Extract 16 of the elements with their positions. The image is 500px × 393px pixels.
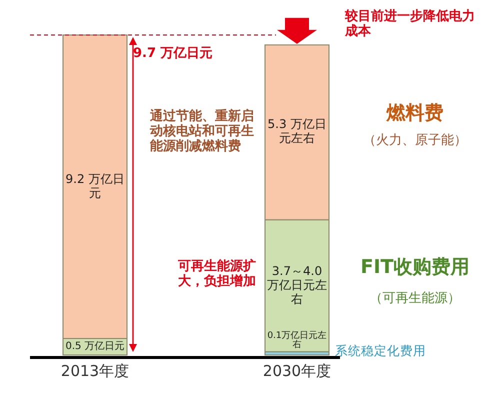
x-tick-label: 2030年度 xyxy=(262,362,332,380)
annotation: 可再生能源扩大，负担增加 xyxy=(178,259,257,290)
x-tick-label: 2013年度 xyxy=(60,362,130,380)
data-label: 5.3 万亿日元左右 xyxy=(266,117,328,146)
data-label: 0.1万亿日元左右 xyxy=(266,330,328,351)
total-label: 9.7 万亿日元 xyxy=(133,46,214,62)
text: 燃料费 xyxy=(385,102,444,126)
text: （火力、原子能） xyxy=(362,133,468,149)
data-label: 9.2 万亿日元 xyxy=(64,172,126,200)
annotation: 通过节能、重新启动核电站和可再生能源削减燃料费 xyxy=(150,109,255,155)
series-label: 系统稳定化费用 xyxy=(335,343,427,359)
text: 较目前进一步降低电力成本 xyxy=(345,9,475,40)
series-label: FIT收购费用 xyxy=(359,256,470,279)
data-label: 0.5 万亿日元 xyxy=(63,340,127,352)
data-label: 3.7～4.0 万亿日元左右 xyxy=(266,264,328,307)
text: （可再生能源） xyxy=(368,291,462,307)
